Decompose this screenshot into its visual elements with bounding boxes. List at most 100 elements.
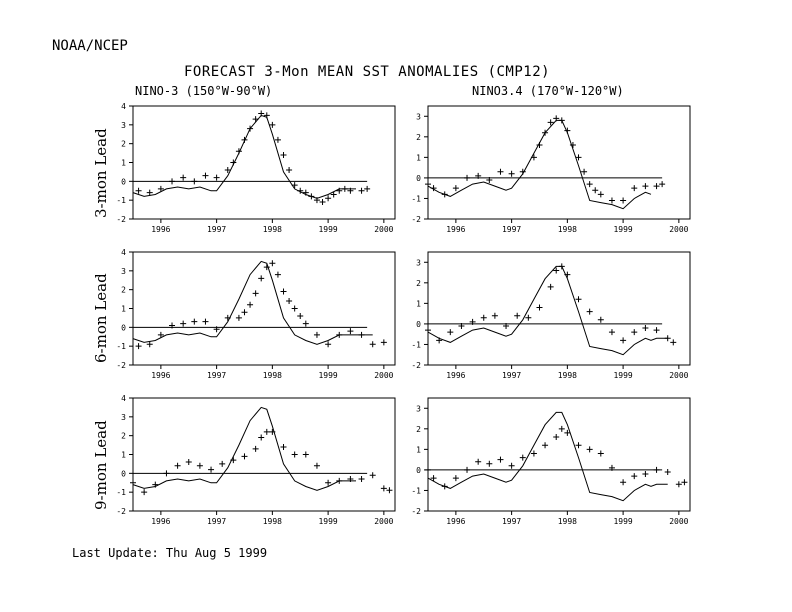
x-tick-label: 1999 [318, 225, 337, 234]
y-tick-label: -2 [411, 361, 421, 370]
forecast-marker [542, 129, 549, 136]
forecast-marker [536, 142, 543, 149]
forecast-marker [664, 335, 671, 342]
forecast-marker [519, 168, 526, 175]
forecast-marker [592, 187, 599, 194]
x-tick-label: 2000 [669, 371, 688, 380]
forecast-marker [452, 185, 459, 192]
forecast-marker [313, 197, 320, 204]
forecast-marker [642, 325, 649, 332]
forecast-marker [341, 185, 348, 192]
x-tick-label: 2000 [374, 371, 393, 380]
forecast-marker [313, 331, 320, 338]
forecast-marker [280, 151, 287, 158]
x-tick-label: 1997 [502, 371, 521, 380]
y-tick-label: -1 [116, 196, 126, 205]
forecast-marker [263, 428, 270, 435]
x-tick-label: 1997 [502, 225, 521, 234]
forecast-marker [475, 172, 482, 179]
forecast-marker [664, 468, 671, 475]
forecast-marker [553, 115, 560, 122]
forecast-marker [280, 443, 287, 450]
panel-frame [132, 251, 396, 366]
forecast-marker [291, 182, 298, 189]
forecast-marker [514, 312, 521, 319]
y-tick-label: -2 [116, 215, 126, 224]
forecast-marker [425, 466, 431, 473]
forecast-marker [230, 457, 237, 464]
forecast-marker [274, 136, 281, 143]
forecast-marker [586, 308, 593, 315]
forecast-marker [336, 187, 343, 194]
y-tick-label: 1 [416, 299, 421, 308]
y-tick-label: 3 [121, 413, 126, 422]
forecast-marker [475, 458, 482, 465]
forecast-marker [631, 329, 638, 336]
forecast-marker [659, 181, 666, 188]
observed-series-line [427, 411, 668, 502]
forecast-marker [430, 475, 437, 482]
forecast-marker [464, 174, 471, 181]
column-title-nino3: NINO-3 (150°W-90°W) [135, 84, 273, 98]
forecast-marker [558, 263, 565, 270]
x-tick-label: 2000 [669, 225, 688, 234]
forecast-marker [369, 341, 376, 348]
x-tick-label: 1998 [558, 517, 577, 526]
forecast-marker [141, 489, 148, 496]
forecast-marker [452, 475, 459, 482]
forecast-marker [430, 185, 437, 192]
forecast-marker [469, 318, 476, 325]
forecast-marker [519, 454, 526, 461]
panel-2: -2 -1 0 1 2 3 1996 1997 1998 1999 2000 [411, 105, 691, 234]
y-tick-label: 2 [416, 279, 421, 288]
forecast-marker [503, 322, 510, 329]
forecast-marker [530, 154, 537, 161]
x-tick-label: 1997 [207, 371, 226, 380]
row-label-3mon: 3-mon Lead [92, 128, 110, 218]
forecast-marker [620, 197, 627, 204]
forecast-marker [224, 167, 231, 174]
forecast-marker [247, 301, 254, 308]
forecast-marker [491, 312, 498, 319]
forecast-marker [458, 322, 465, 329]
observed-series-line [132, 114, 356, 199]
y-tick-label: -1 [116, 342, 126, 351]
forecast-marker [564, 127, 571, 134]
forecast-marker [441, 483, 448, 490]
forecast-marker [196, 462, 203, 469]
forecast-marker [675, 481, 682, 488]
forecast-marker [325, 479, 332, 486]
x-tick-label: 1996 [151, 371, 170, 380]
forecast-marker [581, 168, 588, 175]
row-label-9mon: 9-mon Lead [92, 420, 110, 510]
observed-series-line [427, 119, 652, 210]
forecast-marker [347, 187, 354, 194]
forecast-marker [347, 475, 354, 482]
forecast-marker [436, 337, 443, 344]
forecast-marker [191, 318, 198, 325]
forecast-marker [258, 275, 265, 282]
forecast-marker [146, 189, 153, 196]
y-tick-label: 2 [416, 425, 421, 434]
forecast-marker [608, 464, 615, 471]
forecast-marker [480, 314, 487, 321]
y-tick-label: 4 [121, 248, 126, 257]
forecast-marker [269, 121, 276, 128]
forecast-marker [558, 117, 565, 124]
x-tick-label: 1996 [446, 371, 465, 380]
forecast-marker [274, 271, 281, 278]
forecast-marker [525, 314, 532, 321]
forecast-marker [542, 442, 549, 449]
y-tick-label: 0 [416, 320, 421, 329]
forecast-marker [241, 453, 248, 460]
forecast-marker [230, 159, 237, 166]
forecast-marker [163, 470, 170, 477]
forecast-marker [330, 191, 337, 198]
y-tick-label: 1 [121, 305, 126, 314]
y-tick-label: 3 [121, 121, 126, 130]
forecast-marker [553, 434, 560, 441]
forecast-marker [202, 172, 209, 179]
forecast-marker [597, 191, 604, 198]
panel-3: -2 -1 0 1 2 3 4 1996 1997 1998 1999 2000 [116, 248, 396, 380]
y-tick-label: 1 [416, 153, 421, 162]
